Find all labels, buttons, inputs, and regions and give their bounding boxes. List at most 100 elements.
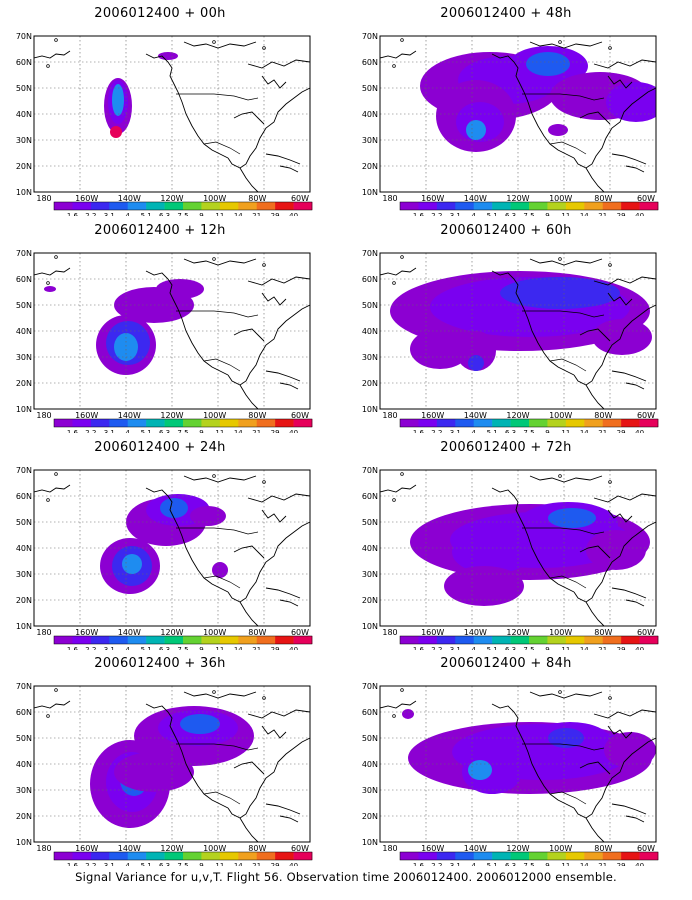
lat-label: 60N	[16, 708, 32, 717]
colorbar-label: 2.2	[85, 212, 96, 216]
colorbar-label: 2.2	[431, 212, 442, 216]
colorbar-label: 4	[471, 212, 476, 216]
colorbar-swatch	[565, 419, 585, 427]
lon-label: 160W	[421, 411, 444, 420]
colorbar-label: 7.5	[523, 862, 534, 866]
colorbar-swatch	[639, 852, 659, 860]
colorbar-swatch	[146, 852, 165, 860]
colorbar-swatch	[529, 419, 548, 427]
colorbar-swatch	[529, 202, 548, 210]
colorbar-swatch	[547, 202, 567, 210]
map-panel-24h: 2006012400 + 24h 70N 60N 50N 40N 30N 20N 10N 180…	[0, 440, 320, 655]
map-area: 70N 60N 50N 40N 30N 20N 10N 180 160W 140W 120W 100W…	[0, 460, 320, 650]
lat-label: 60N	[16, 492, 32, 501]
colorbar-swatch	[146, 419, 165, 427]
lon-label: 80W	[248, 194, 266, 203]
coastline	[279, 599, 299, 607]
lat-label: 30N	[16, 353, 32, 362]
panel-title: 2006012400 + 12h	[94, 223, 226, 238]
colorbar-swatch	[565, 636, 585, 644]
coastline	[247, 493, 310, 503]
colorbar-swatch	[183, 419, 202, 427]
border-line	[522, 93, 605, 101]
lon-label: 160W	[75, 628, 98, 637]
lat-label: 50N	[16, 734, 32, 743]
border-line	[522, 743, 605, 751]
colorbar-label: 4	[125, 646, 130, 650]
coastline	[261, 725, 287, 739]
variance-map: 70N 60N 50N 40N 30N 20N 10N 180 160W 140W 120W 100W…	[362, 682, 659, 866]
colorbar-label: 11	[561, 429, 570, 433]
colorbar-swatch	[473, 202, 493, 210]
coastline	[183, 41, 257, 49]
variance-contour	[114, 333, 138, 361]
coastline	[247, 276, 310, 286]
lon-label: 80W	[594, 628, 612, 637]
lon-label: 180	[36, 411, 51, 420]
colorbar-swatch	[127, 852, 147, 860]
colorbar-swatch	[621, 419, 640, 427]
colorbar-swatch	[109, 419, 129, 427]
colorbar-swatch	[455, 636, 475, 644]
lon-label: 80W	[248, 844, 266, 853]
coastline	[265, 370, 301, 382]
map-area: 70N 60N 50N 40N 30N 20N 10N 180 160W 140W 120W 100W…	[346, 460, 666, 650]
lat-label: 20N	[362, 812, 378, 821]
variance-contour	[604, 732, 656, 768]
colorbar-label: 14	[580, 646, 589, 650]
lat-label: 40N	[362, 760, 378, 769]
lat-label: 50N	[362, 301, 378, 310]
coastline	[491, 270, 575, 376]
lon-label: 60W	[637, 194, 655, 203]
lon-label: 60W	[637, 628, 655, 637]
coastline	[607, 509, 633, 523]
colorbar-label: 6.3	[505, 212, 516, 216]
lat-label: 60N	[362, 58, 378, 67]
map-panel-48h: 2006012400 + 48h 70N 60N 50N 40N 30N 20N 10N 180…	[346, 6, 666, 221]
colorbar-swatch	[547, 419, 567, 427]
map-area: 70N 60N 50N 40N 30N 20N 10N 180 160W 140W 120W 100W…	[346, 676, 666, 866]
lat-label: 40N	[16, 760, 32, 769]
colorbar-swatch	[256, 202, 276, 210]
colorbar-label: 21	[252, 429, 261, 433]
map-area: 70N 60N 50N 40N 30N 20N 10N 180 160W 140W 120W 100W…	[0, 243, 320, 433]
colorbar-swatch	[418, 852, 438, 860]
colorbar-swatch	[72, 636, 92, 644]
colorbar-swatch	[436, 202, 456, 210]
panel-title: 2006012400 + 48h	[440, 6, 572, 21]
coastline	[611, 587, 647, 599]
colorbar-swatch	[109, 636, 129, 644]
lat-label: 20N	[16, 162, 32, 171]
colorbar-label: 11	[215, 646, 224, 650]
lat-label: 30N	[16, 570, 32, 579]
lat-label: 30N	[362, 570, 378, 579]
coastline	[380, 267, 417, 276]
colorbar-swatch	[238, 852, 258, 860]
lat-label: 30N	[362, 136, 378, 145]
colorbar-swatch	[164, 636, 184, 644]
variance-contour	[158, 52, 178, 60]
colorbar-swatch	[275, 202, 294, 210]
colorbar-label: 40	[635, 212, 644, 216]
coastline	[233, 328, 265, 342]
lat-label: 10N	[16, 188, 32, 197]
colorbar-label: 4	[125, 862, 130, 866]
coastline	[585, 817, 605, 842]
colorbar-label: 4	[125, 429, 130, 433]
colorbar-label: 21	[252, 862, 261, 866]
colorbar-label: 4	[125, 212, 130, 216]
variance-contour	[156, 279, 204, 299]
lon-label: 100W	[203, 411, 226, 420]
lon-label: 160W	[75, 411, 98, 420]
map-area: 70N 60N 50N 40N 30N 20N 10N 180 160W 140W 120W 100W…	[346, 243, 666, 433]
colorbar-swatch	[436, 852, 456, 860]
lat-label: 30N	[16, 136, 32, 145]
lat-label: 60N	[16, 58, 32, 67]
colorbar-swatch	[547, 852, 567, 860]
coastline	[279, 815, 299, 823]
colorbar-label: 9	[199, 862, 203, 866]
variance-contour	[402, 709, 414, 719]
lat-label: 70N	[16, 682, 32, 691]
coastline	[227, 87, 310, 169]
map-panel-72h: 2006012400 + 72h 70N 60N 50N 40N 30N 20N 10N 180…	[346, 440, 666, 655]
